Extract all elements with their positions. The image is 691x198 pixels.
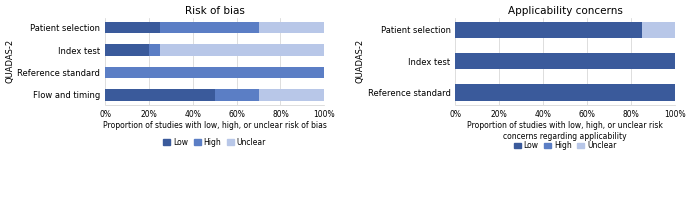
Bar xyxy=(149,44,160,56)
Bar xyxy=(160,22,258,33)
X-axis label: Proportion of studies with low, high, or unclear risk of bias: Proportion of studies with low, high, or… xyxy=(103,121,327,130)
Legend: Low, High, Unclear: Low, High, Unclear xyxy=(160,135,269,150)
Legend: Low, High, Unclear: Low, High, Unclear xyxy=(511,138,619,153)
Bar xyxy=(215,89,258,101)
Bar xyxy=(105,22,160,33)
Bar xyxy=(105,89,215,101)
Bar xyxy=(455,22,642,38)
Bar xyxy=(258,22,324,33)
Bar xyxy=(642,22,674,38)
Bar xyxy=(455,85,674,101)
Bar xyxy=(105,67,324,78)
X-axis label: Proportion of studies with low, high, or unclear risk
concerns regarding applica: Proportion of studies with low, high, or… xyxy=(467,121,663,141)
Title: Applicability concerns: Applicability concerns xyxy=(508,6,623,16)
Bar xyxy=(455,53,674,69)
Y-axis label: QUADAS-2: QUADAS-2 xyxy=(6,39,15,83)
Bar xyxy=(105,44,149,56)
Bar xyxy=(258,89,324,101)
Y-axis label: QUADAS-2: QUADAS-2 xyxy=(356,39,365,83)
Bar xyxy=(160,44,324,56)
Title: Risk of bias: Risk of bias xyxy=(184,6,245,16)
